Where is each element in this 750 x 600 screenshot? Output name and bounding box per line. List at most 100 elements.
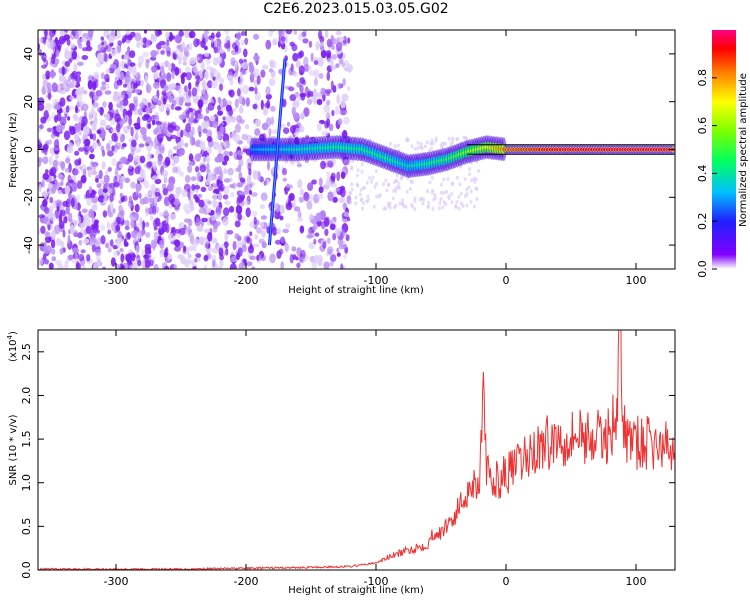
noise-speckle (201, 37, 206, 45)
noise-speckle (224, 42, 231, 49)
noise-speckle (356, 173, 359, 178)
noise-speckle (440, 182, 443, 187)
noise-speckle (477, 168, 481, 173)
noise-speckle (71, 258, 78, 264)
noise-speckle (154, 178, 162, 185)
noise-speckle (195, 166, 200, 173)
noise-speckle (320, 87, 327, 96)
noise-speckle (197, 125, 202, 134)
noise-speckle (57, 263, 64, 269)
noise-speckle (209, 115, 215, 122)
noise-speckle (169, 134, 177, 140)
noise-speckle (427, 200, 431, 205)
noise-speckle (206, 163, 210, 171)
noise-speckle (337, 118, 343, 126)
noise-speckle (317, 258, 323, 267)
noise-speckle (223, 207, 230, 217)
noise-speckle (339, 185, 346, 191)
noise-speckle (63, 34, 71, 41)
noise-speckle (178, 56, 182, 65)
noise-speckle (325, 91, 331, 97)
noise-speckle (89, 90, 95, 97)
noise-speckle (64, 50, 71, 60)
noise-speckle (57, 189, 63, 195)
noise-speckle (64, 185, 71, 195)
noise-speckle (223, 155, 230, 162)
noise-speckle (181, 41, 185, 50)
noise-speckle (308, 242, 315, 250)
noise-speckle (153, 231, 159, 241)
noise-speckle (206, 207, 212, 214)
noise-speckle (124, 219, 130, 227)
noise-speckle (265, 86, 271, 96)
noise-speckle (170, 104, 175, 110)
noise-speckle (314, 232, 320, 237)
noise-speckle (92, 94, 99, 101)
noise-speckle (455, 137, 459, 142)
noise-speckle (92, 71, 100, 79)
noise-speckle (219, 254, 225, 261)
noise-speckle (194, 75, 201, 81)
noise-speckle (106, 142, 111, 152)
noise-speckle (223, 140, 230, 149)
noise-speckle (469, 199, 473, 204)
noise-speckle (363, 185, 366, 190)
noise-speckle (408, 186, 412, 191)
noise-speckle (112, 208, 116, 214)
noise-speckle (63, 215, 68, 224)
noise-speckle (70, 43, 76, 49)
noise-speckle (413, 199, 417, 204)
noise-speckle (167, 123, 175, 133)
noise-speckle (76, 194, 80, 201)
noise-speckle (52, 99, 59, 105)
noise-speckle (91, 169, 97, 176)
noise-speckle (465, 187, 469, 192)
noise-speckle (269, 59, 275, 67)
noise-speckle (188, 42, 193, 51)
noise-speckle (49, 213, 57, 222)
noise-speckle (288, 193, 295, 201)
noise-speckle (45, 102, 52, 112)
noise-speckle (387, 203, 391, 208)
noise-speckle (185, 123, 192, 133)
noise-speckle (184, 101, 192, 107)
noise-speckle (139, 155, 146, 164)
noise-speckle (222, 116, 226, 121)
noise-speckle (216, 31, 221, 38)
noise-speckle (246, 236, 251, 243)
noise-speckle (166, 50, 171, 57)
noise-speckle (326, 118, 331, 128)
noise-speckle (236, 252, 240, 261)
noise-speckle (104, 45, 109, 50)
noise-speckle (82, 47, 88, 52)
noise-speckle (81, 264, 86, 269)
noise-speckle (159, 144, 165, 154)
noise-speckle (134, 166, 141, 175)
noise-speckle (405, 189, 409, 194)
noise-speckle (239, 104, 244, 114)
noise-speckle (459, 201, 463, 206)
noise-speckle (157, 235, 162, 241)
noise-speckle (350, 166, 354, 171)
noise-speckle (228, 107, 233, 117)
noise-speckle (340, 263, 344, 269)
noise-speckle (235, 123, 241, 133)
noise-speckle (271, 129, 279, 135)
noise-speckle (217, 110, 223, 116)
noise-speckle (282, 177, 288, 182)
noise-speckle (141, 115, 148, 121)
noise-speckle (300, 93, 306, 101)
noise-speckle (166, 39, 170, 47)
noise-speckle (253, 54, 260, 62)
noise-speckle (430, 190, 434, 195)
noise-speckle (87, 74, 93, 81)
noise-speckle (159, 253, 165, 258)
noise-speckle (213, 192, 218, 201)
noise-speckle (299, 77, 306, 84)
noise-speckle (52, 146, 60, 151)
noise-speckle (194, 193, 198, 200)
noise-speckle (266, 178, 270, 186)
noise-speckle (394, 178, 398, 183)
noise-speckle (322, 241, 327, 249)
noise-speckle (226, 230, 234, 235)
